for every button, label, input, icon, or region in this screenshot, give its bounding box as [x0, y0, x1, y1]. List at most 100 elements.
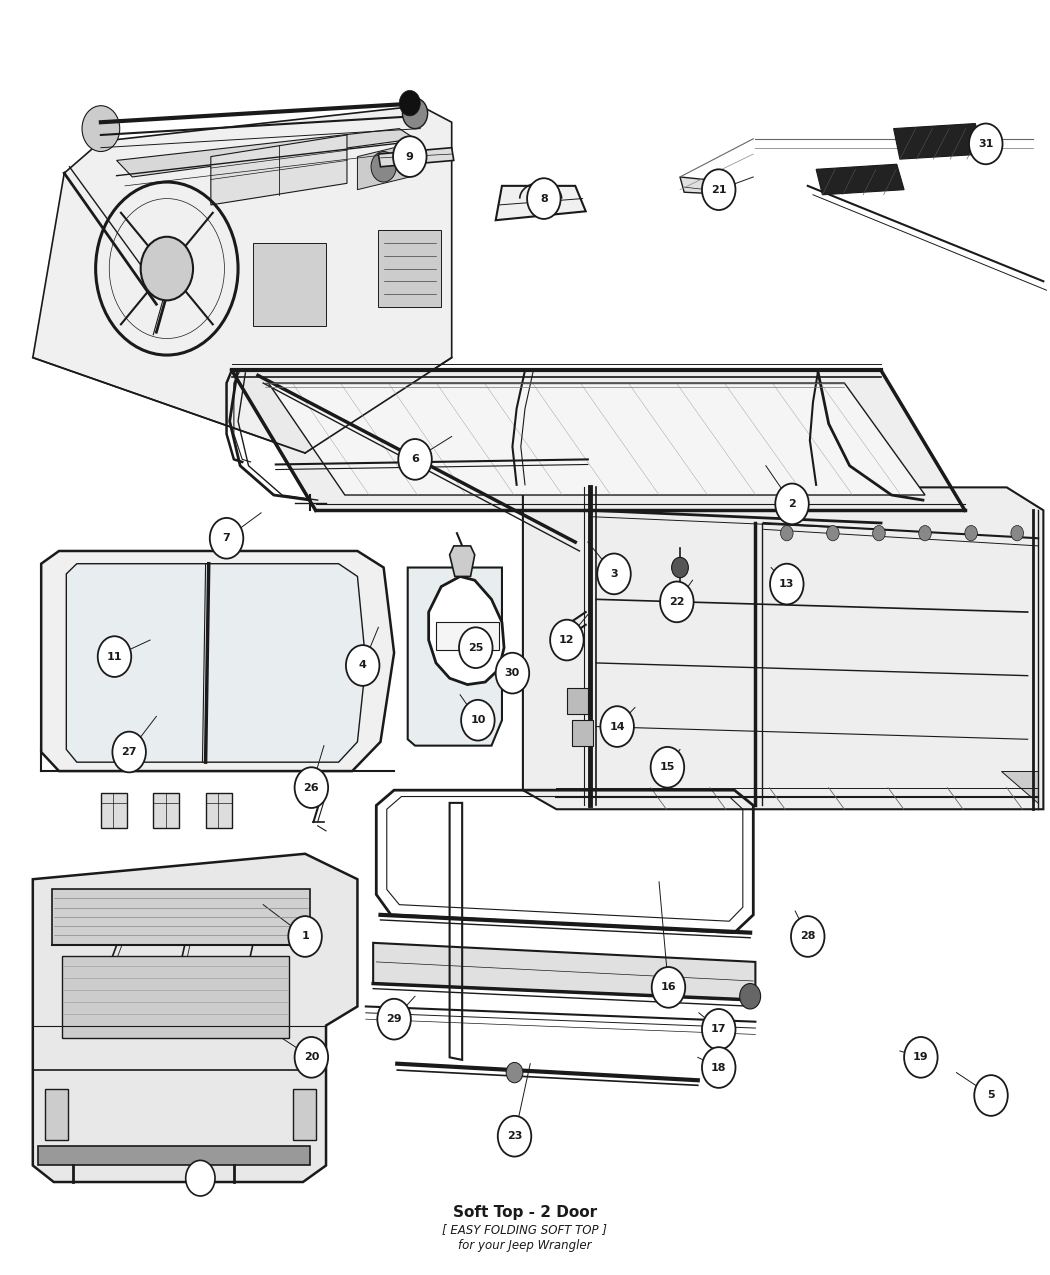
Polygon shape [373, 942, 755, 1000]
Circle shape [702, 170, 735, 210]
Circle shape [402, 98, 427, 129]
Polygon shape [523, 487, 1044, 810]
Circle shape [652, 966, 686, 1007]
Text: 14: 14 [609, 722, 625, 732]
Circle shape [98, 636, 131, 677]
Circle shape [295, 768, 328, 808]
Polygon shape [232, 370, 965, 510]
Circle shape [506, 1062, 523, 1082]
Polygon shape [38, 1146, 311, 1165]
Text: 18: 18 [711, 1062, 727, 1072]
Circle shape [377, 998, 411, 1039]
Circle shape [550, 620, 584, 660]
Circle shape [965, 525, 978, 541]
Circle shape [969, 124, 1003, 164]
Circle shape [775, 483, 808, 524]
Text: 30: 30 [505, 668, 520, 678]
Polygon shape [33, 854, 357, 1182]
Circle shape [141, 237, 193, 301]
Text: 17: 17 [711, 1024, 727, 1034]
Polygon shape [101, 793, 127, 829]
Text: 3: 3 [610, 569, 617, 579]
Circle shape [371, 152, 396, 182]
Polygon shape [117, 129, 415, 177]
Circle shape [496, 653, 529, 694]
Text: 6: 6 [412, 454, 419, 464]
Polygon shape [51, 890, 311, 945]
Text: 15: 15 [659, 762, 675, 773]
Circle shape [82, 106, 120, 152]
Circle shape [904, 1037, 938, 1077]
Polygon shape [428, 576, 504, 685]
Polygon shape [816, 164, 904, 195]
Circle shape [780, 525, 793, 541]
Text: 12: 12 [560, 635, 574, 645]
Text: 29: 29 [386, 1014, 402, 1024]
Circle shape [739, 983, 760, 1009]
Circle shape [498, 1116, 531, 1156]
Polygon shape [41, 551, 394, 771]
Circle shape [399, 91, 420, 116]
Polygon shape [62, 955, 290, 1038]
Polygon shape [253, 244, 327, 326]
Text: 10: 10 [470, 715, 485, 725]
Polygon shape [211, 135, 346, 205]
Text: 9: 9 [406, 152, 414, 162]
Text: 20: 20 [303, 1052, 319, 1062]
Text: 4: 4 [359, 660, 366, 671]
Text: 31: 31 [979, 139, 993, 149]
Circle shape [702, 1047, 735, 1088]
Circle shape [295, 1037, 328, 1077]
Polygon shape [206, 793, 232, 829]
Text: 21: 21 [711, 185, 727, 195]
Text: Soft Top - 2 Door: Soft Top - 2 Door [453, 1205, 597, 1220]
Polygon shape [153, 793, 180, 829]
Text: 26: 26 [303, 783, 319, 793]
Text: 1: 1 [301, 932, 309, 941]
Circle shape [461, 700, 495, 741]
Text: 11: 11 [107, 652, 122, 662]
Polygon shape [33, 106, 452, 453]
Text: 8: 8 [540, 194, 548, 204]
Text: 22: 22 [669, 597, 685, 607]
Circle shape [597, 553, 631, 594]
Polygon shape [449, 546, 475, 576]
Circle shape [672, 557, 689, 578]
Polygon shape [378, 148, 454, 167]
Circle shape [459, 627, 492, 668]
Circle shape [770, 564, 803, 604]
Polygon shape [407, 567, 502, 746]
Polygon shape [680, 177, 734, 195]
Text: [ EASY FOLDING SOFT TOP ]: [ EASY FOLDING SOFT TOP ] [442, 1223, 608, 1235]
Text: 27: 27 [122, 747, 136, 757]
Circle shape [974, 1075, 1008, 1116]
Polygon shape [436, 622, 499, 650]
Circle shape [112, 732, 146, 773]
Circle shape [186, 1160, 215, 1196]
Polygon shape [66, 564, 365, 762]
Polygon shape [378, 231, 441, 307]
Circle shape [791, 917, 824, 956]
Circle shape [601, 706, 634, 747]
Polygon shape [572, 720, 593, 746]
Circle shape [702, 1009, 735, 1049]
Text: 7: 7 [223, 533, 230, 543]
Circle shape [527, 179, 561, 219]
Polygon shape [496, 186, 586, 221]
Text: 23: 23 [507, 1131, 522, 1141]
Circle shape [660, 581, 694, 622]
Circle shape [873, 525, 885, 541]
Circle shape [826, 525, 839, 541]
Text: 16: 16 [660, 982, 676, 992]
Polygon shape [894, 124, 984, 159]
Circle shape [393, 136, 426, 177]
Circle shape [919, 525, 931, 541]
Circle shape [345, 645, 379, 686]
Circle shape [398, 439, 432, 479]
Text: 25: 25 [468, 643, 483, 653]
Text: 2: 2 [789, 499, 796, 509]
Text: 19: 19 [914, 1052, 928, 1062]
Polygon shape [45, 1089, 68, 1140]
Text: 28: 28 [800, 932, 816, 941]
Circle shape [210, 518, 244, 558]
